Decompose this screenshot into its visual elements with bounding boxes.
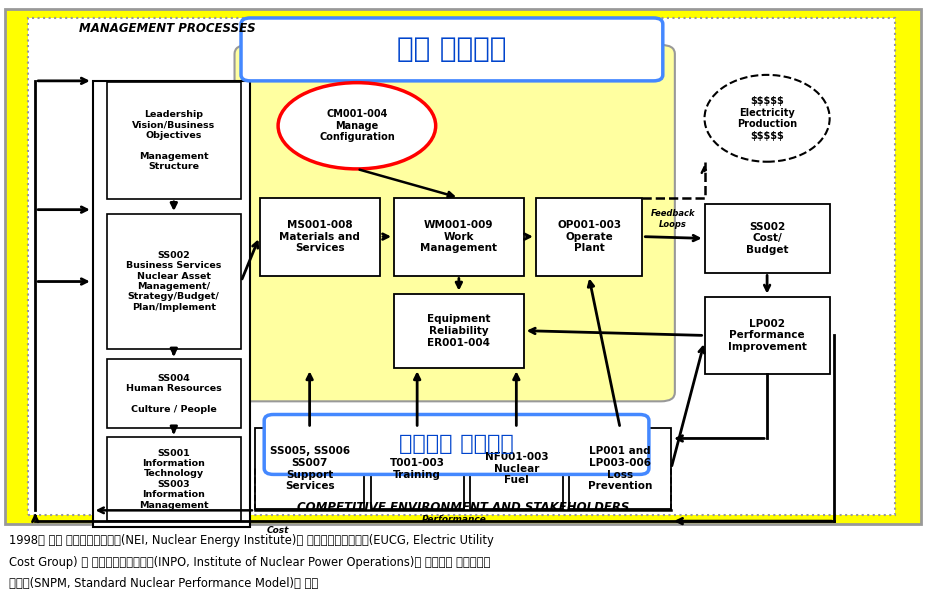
Text: Cost Group) 및 미국원자력발전협회(INPO, Institute of Nuclear Power Operations)가 공동으로 원전운영표: Cost Group) 및 미국원자력발전협회(INPO, Institute … [9,556,490,569]
Text: WM001-009
Work
Management: WM001-009 Work Management [420,220,498,253]
Text: 1998년 미국 원자력에너지협회(NEI, Nuclear Energy Institute)와 전력사업자원가그룹(EUCG, Electric Utili: 1998년 미국 원자력에너지협회(NEI, Nuclear Energy In… [9,534,494,547]
Text: MANAGEMENT PROCESSES: MANAGEMENT PROCESSES [79,22,256,35]
Text: $$$$$
Electricity
Production
$$$$$: $$$$$ Electricity Production $$$$$ [737,96,797,141]
Text: NF001-003
Nuclear
Fuel: NF001-003 Nuclear Fuel [485,452,548,485]
Text: 핵심 프로세스: 핵심 프로세스 [398,35,506,63]
FancyBboxPatch shape [264,415,649,474]
FancyBboxPatch shape [107,82,241,199]
FancyBboxPatch shape [107,437,241,521]
Text: 준모델(SNPM, Standard Nuclear Performance Model)을 개발: 준모델(SNPM, Standard Nuclear Performance M… [9,577,319,591]
Text: SS001
Information
Technology
SS003
Information
Management: SS001 Information Technology SS003 Infor… [139,449,209,510]
FancyBboxPatch shape [235,45,675,401]
Ellipse shape [278,83,436,169]
FancyBboxPatch shape [705,204,830,273]
FancyBboxPatch shape [394,198,524,276]
FancyBboxPatch shape [260,198,380,276]
FancyBboxPatch shape [705,297,830,374]
FancyBboxPatch shape [569,428,671,509]
FancyBboxPatch shape [28,18,895,515]
Text: 운영기반 프로세스: 운영기반 프로세스 [400,434,514,455]
Text: SS002
Cost/
Budget: SS002 Cost/ Budget [746,222,788,255]
FancyBboxPatch shape [371,428,464,509]
FancyBboxPatch shape [394,294,524,368]
FancyBboxPatch shape [241,18,663,81]
Text: LP001 and
LP003-006
Loss
Prevention: LP001 and LP003-006 Loss Prevention [588,446,653,491]
Text: SS002
Business Services
Nuclear Asset
Management/
Strategy/Budget/
Plan/Implemen: SS002 Business Services Nuclear Asset Ma… [126,251,222,311]
FancyBboxPatch shape [470,428,563,509]
Text: OP001-003
Operate
Plant: OP001-003 Operate Plant [557,220,621,253]
FancyBboxPatch shape [107,359,241,428]
FancyBboxPatch shape [93,81,250,527]
Text: COMPETITIVE ENVIRONMENT AND STAKEHOLDERS: COMPETITIVE ENVIRONMENT AND STAKEHOLDERS [298,501,629,515]
Ellipse shape [705,75,830,162]
Text: MS001-008
Materials and
Services: MS001-008 Materials and Services [279,220,361,253]
Text: Equipment
Reliability
ER001-004: Equipment Reliability ER001-004 [427,314,490,347]
Text: T001-003
Training: T001-003 Training [389,458,445,480]
FancyBboxPatch shape [536,198,642,276]
Text: Performance: Performance [422,515,487,524]
Text: SS005, SS006
SS007
Support
Services: SS005, SS006 SS007 Support Services [270,446,349,491]
FancyBboxPatch shape [5,9,921,524]
FancyBboxPatch shape [255,428,364,509]
Text: SS004
Human Resources

Culture / People: SS004 Human Resources Culture / People [126,374,222,414]
Text: LP002
Performance
Improvement: LP002 Performance Improvement [728,319,806,352]
Text: Cost: Cost [267,526,289,535]
Text: Leadership
Vision/Business
Objectives

Management
Structure: Leadership Vision/Business Objectives Ma… [133,110,215,171]
FancyBboxPatch shape [107,214,241,349]
Text: CM001-004
Manage
Configuration: CM001-004 Manage Configuration [319,109,395,143]
Text: Feedback
Loops: Feedback Loops [651,210,695,229]
